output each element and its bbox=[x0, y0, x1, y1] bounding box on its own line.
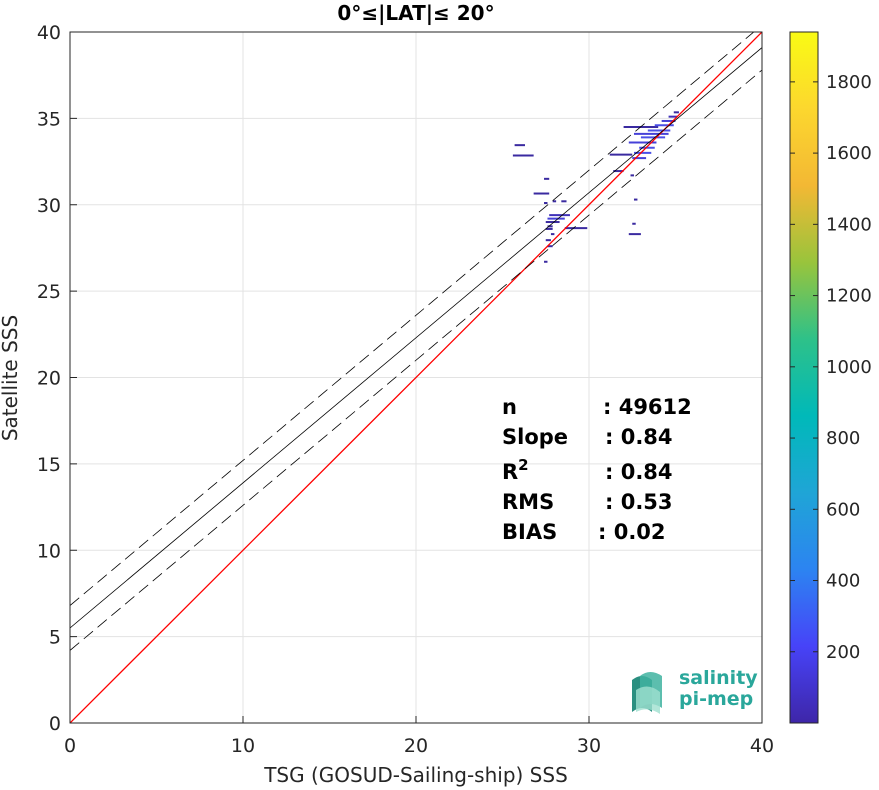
colorbar-tick-label: 1000 bbox=[826, 357, 872, 378]
logo-text-line1: salinity bbox=[679, 667, 758, 689]
stat-value: : 0.53 bbox=[605, 490, 673, 514]
x-tick-label: 0 bbox=[64, 735, 76, 757]
fit-line bbox=[70, 47, 762, 629]
logo: salinity pi-mep bbox=[632, 667, 758, 714]
y-tick-label: 25 bbox=[37, 281, 61, 303]
colorbar-tick-label: 800 bbox=[826, 428, 860, 449]
y-tick-label: 20 bbox=[37, 368, 61, 390]
logo-wave-icon bbox=[632, 672, 662, 714]
x-tick-label: 20 bbox=[404, 735, 428, 757]
x-tick-label: 40 bbox=[750, 735, 774, 757]
y-tick-label: 30 bbox=[37, 195, 61, 217]
fit-upper-bound-line bbox=[70, 32, 755, 606]
stat-label: BIAS bbox=[502, 520, 557, 544]
x-axis-label: TSG (GOSUD-Sailing-ship) SSS bbox=[263, 763, 568, 787]
stat-value: : 0.84 bbox=[605, 425, 673, 449]
y-tick-label: 0 bbox=[49, 713, 61, 735]
x-tick-label: 10 bbox=[231, 735, 255, 757]
fit-lower-bound-line bbox=[70, 69, 762, 651]
chart-title: 0°≤|LAT|≤ 20° bbox=[337, 1, 494, 25]
y-tick-label: 10 bbox=[37, 540, 61, 562]
colorbar-tick-label: 1200 bbox=[826, 286, 872, 307]
stat-value: : 49612 bbox=[603, 395, 692, 419]
stat-label: n bbox=[502, 395, 517, 419]
y-tick-label: 5 bbox=[49, 627, 61, 649]
y-tick-label: 40 bbox=[37, 22, 61, 44]
colorbar-tick-label: 400 bbox=[826, 571, 860, 592]
stats-box: n : 49612 Slope : 0.84 R2 : 0.84 RMS : 0.53 BIAS… bbox=[502, 395, 692, 544]
identity-line bbox=[70, 32, 762, 723]
colorbar-tick-label: 200 bbox=[826, 642, 860, 663]
stat-label: RMS bbox=[502, 490, 554, 514]
colorbar-tick-label: 1800 bbox=[826, 72, 872, 93]
colorbar-tick-label: 1600 bbox=[826, 143, 872, 164]
y-axis: 0 5 10 15 20 25 30 35 40 bbox=[37, 22, 77, 735]
stat-label: R2 bbox=[502, 456, 529, 484]
x-tick-label: 30 bbox=[577, 735, 601, 757]
colorbar bbox=[789, 31, 819, 724]
stat-value: : 0.02 bbox=[598, 520, 666, 544]
stat-label: Slope bbox=[502, 425, 568, 449]
colorbar-ticks: 200 400 600 800 1000 1200 1400 1600 1800 bbox=[790, 72, 872, 663]
colorbar-tick-label: 1400 bbox=[826, 214, 872, 235]
logo-text-line2: pi-mep bbox=[679, 688, 753, 710]
y-axis-label: Satellite SSS bbox=[0, 315, 22, 441]
y-tick-label: 15 bbox=[37, 454, 61, 476]
colorbar-tick-label: 600 bbox=[826, 499, 860, 520]
y-tick-label: 35 bbox=[37, 108, 61, 130]
regression-lines bbox=[70, 32, 762, 723]
stat-value: : 0.84 bbox=[605, 460, 673, 484]
x-axis: 0 10 20 30 40 bbox=[64, 716, 774, 757]
